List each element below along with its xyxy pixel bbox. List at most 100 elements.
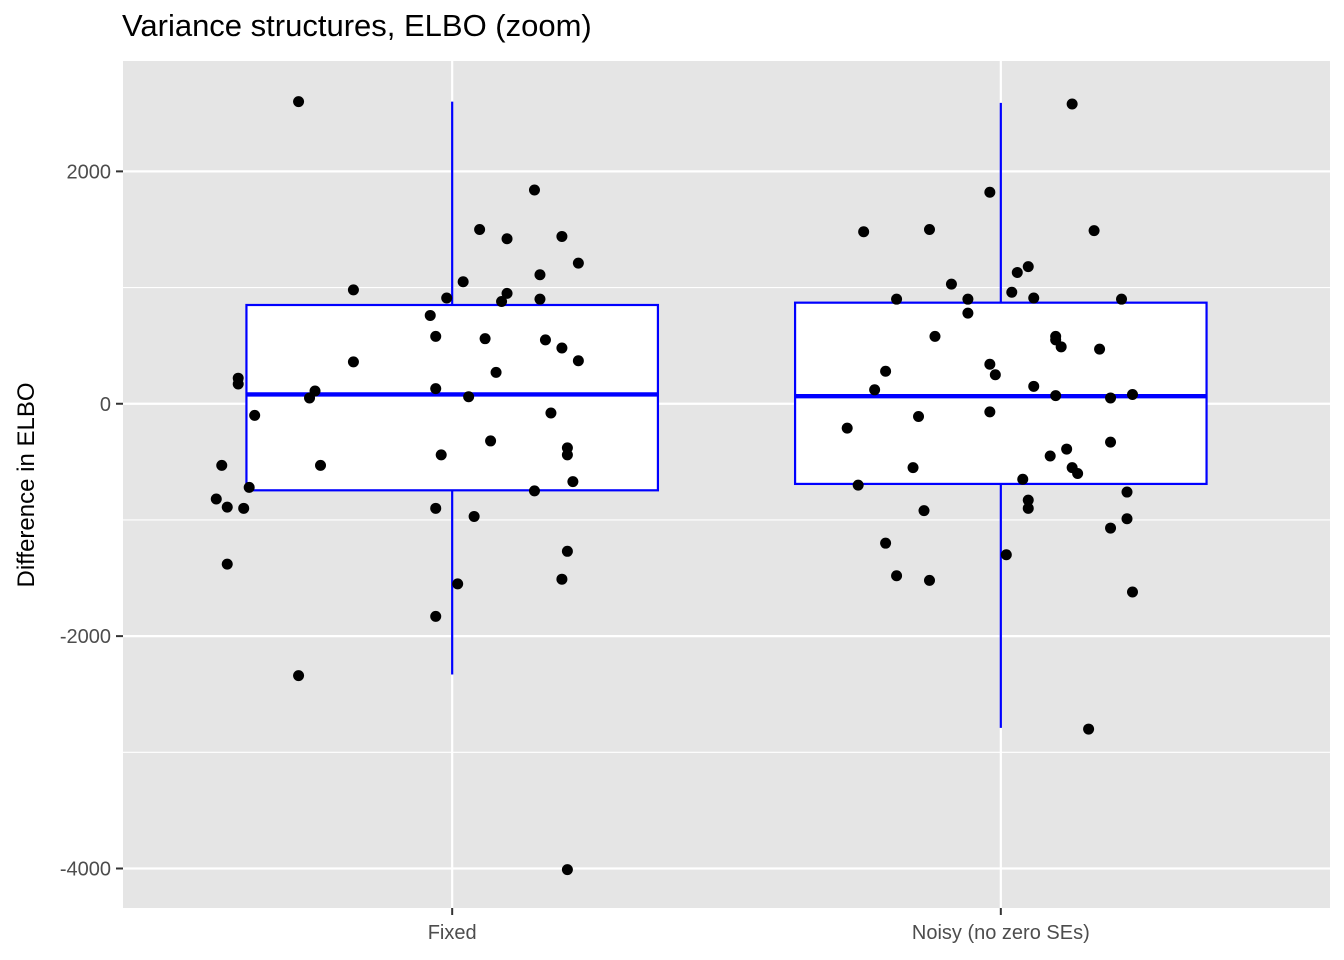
data-point [913,411,925,423]
data-point [347,284,359,296]
y-tick-label: 2000 [67,161,112,183]
data-point [923,574,935,586]
data-point [923,223,935,235]
y-tick-label: -4000 [60,858,111,880]
data-point [1028,380,1040,392]
data-point [457,276,469,288]
data-point [918,505,930,517]
data-point [452,578,464,590]
x-tick-label: Noisy (no zero SEs) [912,922,1090,944]
data-point [841,422,853,434]
data-point [485,435,497,447]
y-axis: -4000 -2000 0 2000 [60,161,123,880]
data-point [238,502,250,514]
data-point [556,342,568,354]
data-point [490,366,502,378]
data-point [556,573,568,585]
data-point [243,481,255,493]
box-2 [793,102,1208,728]
data-point [1105,436,1117,448]
data-point [880,537,892,549]
data-point [216,459,228,471]
data-point [430,330,442,342]
data-point [304,392,316,404]
data-point [221,558,233,570]
data-point [989,369,1001,381]
data-point [984,186,996,198]
data-point [293,670,305,682]
y-axis-title: Difference in ELBO [13,383,40,588]
data-point [1022,502,1034,514]
data-point [984,406,996,418]
data-point [1105,392,1117,404]
data-point [430,610,442,622]
data-point [534,293,546,305]
data-point [435,449,447,461]
chart-title: Variance structures, ELBO (zoom) [122,8,592,43]
data-point [1055,341,1067,353]
data-point [1017,473,1029,485]
data-point [1126,388,1138,400]
data-point [468,510,480,522]
data-point [221,501,233,513]
data-point [891,570,903,582]
data-point [210,493,222,505]
data-point [1126,586,1138,598]
data-point [539,334,551,346]
data-point [474,223,486,235]
data-point [1000,549,1012,561]
data-point [556,230,568,242]
data-point [561,545,573,557]
data-point [1011,266,1023,278]
data-point [572,355,584,367]
data-point [1116,293,1128,305]
data-point [293,96,305,108]
data-point [852,479,864,491]
data-point [501,287,513,299]
data-point [929,330,941,342]
x-tick-label: Fixed [428,922,477,944]
data-point [479,333,491,345]
data-point [232,378,244,390]
data-point [496,296,508,308]
iqr-box [793,301,1208,486]
data-point [869,384,881,396]
data-point [880,365,892,377]
data-point [907,462,919,474]
data-point [1121,513,1133,525]
data-point [463,391,475,403]
data-point [891,293,903,305]
data-point [315,459,327,471]
data-point [528,184,540,196]
data-point [424,309,436,321]
data-point [347,356,359,368]
data-point [1022,494,1034,506]
data-point [534,269,546,281]
data-point [441,292,453,304]
data-point [430,502,442,514]
x-axis: Fixed Noisy (no zero SEs) [428,908,1090,944]
y-tick-label: 0 [100,394,111,416]
data-point [567,476,579,488]
data-point [858,226,870,238]
data-point [945,278,957,290]
data-point [1083,723,1095,735]
data-point [1028,292,1040,304]
data-point [1094,343,1106,355]
data-point [1072,467,1084,479]
data-point [1006,286,1018,298]
data-point [528,485,540,497]
data-point [561,864,573,876]
data-point [561,449,573,461]
data-point [1061,443,1073,455]
data-point [501,233,513,245]
data-point [984,358,996,370]
y-tick-label: -2000 [60,626,111,648]
data-point [962,293,974,305]
data-point [1044,450,1056,462]
data-point [430,383,442,395]
data-point [1088,225,1100,237]
data-point [572,257,584,269]
data-point [1121,486,1133,498]
